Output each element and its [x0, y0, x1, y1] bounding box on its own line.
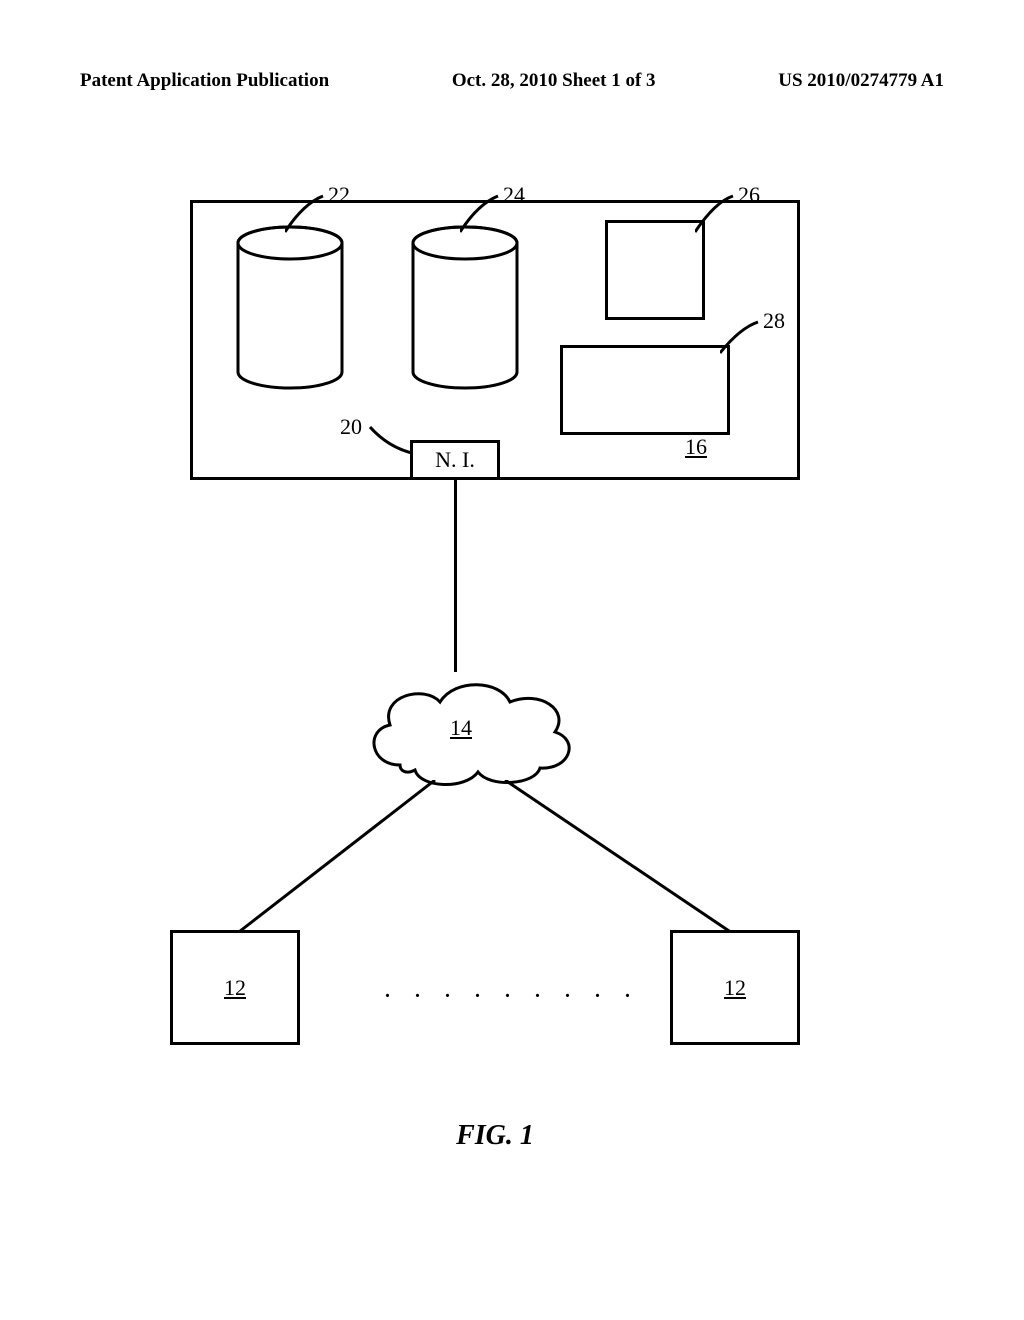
leader-20: [368, 425, 413, 455]
edge-ni-cloud: [454, 480, 457, 672]
cylinder-db1: [235, 225, 345, 390]
ref-12-a: 12: [224, 975, 246, 1001]
ellipsis-dots: . . . . . . . . .: [385, 980, 640, 1003]
edge-cloud-client-left: [230, 780, 440, 940]
page-header: Patent Application Publication Oct. 28, …: [0, 70, 1024, 92]
ref-24: 24: [503, 182, 525, 208]
ref-20: 20: [340, 414, 362, 440]
ref-12-b: 12: [724, 975, 746, 1001]
leader-24: [460, 194, 500, 234]
ref-26: 26: [738, 182, 760, 208]
network-interface-box: N. I.: [410, 440, 500, 480]
cylinder-db2: [410, 225, 520, 390]
client-box-a: 12: [170, 930, 300, 1045]
ref-14: 14: [450, 715, 472, 741]
ni-label: N. I.: [435, 447, 475, 473]
leader-26: [695, 194, 735, 234]
figure-caption: FIG. 1: [130, 1120, 860, 1152]
header-right: US 2010/0274779 A1: [778, 70, 944, 92]
ref-22: 22: [328, 182, 350, 208]
header-center: Oct. 28, 2010 Sheet 1 of 3: [452, 70, 656, 92]
edge-cloud-client-right: [500, 780, 740, 940]
client-box-b: 12: [670, 930, 800, 1045]
ref-16: 16: [685, 434, 707, 460]
box-26: [605, 220, 705, 320]
box-28: [560, 345, 730, 435]
leader-28: [720, 320, 760, 355]
header-left: Patent Application Publication: [80, 70, 329, 92]
ref-28: 28: [763, 308, 785, 334]
leader-22: [285, 194, 325, 234]
figure-diagram: N. I. 16 22 24 26 28 20 14 12 12: [130, 180, 860, 1080]
